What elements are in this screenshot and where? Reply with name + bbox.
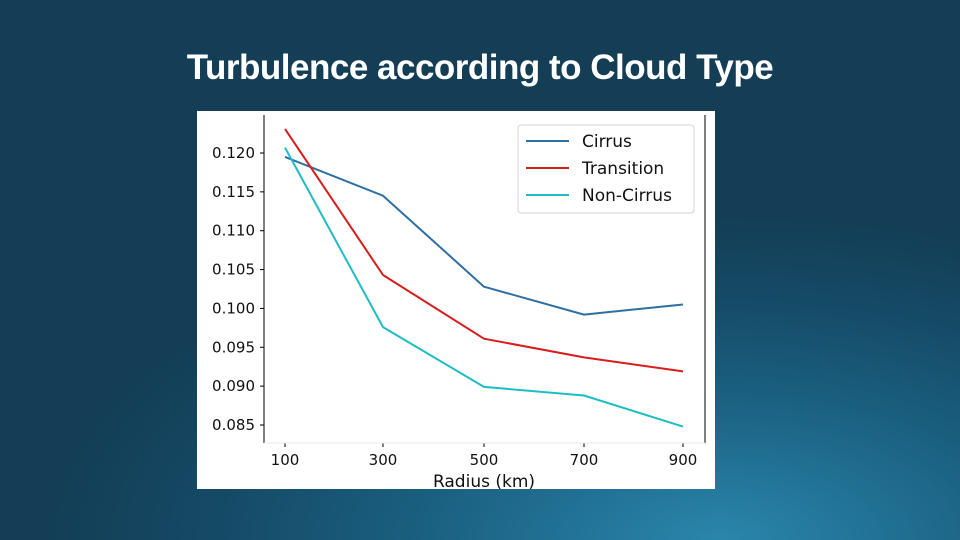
x-tick-label: 300: [369, 451, 398, 469]
y-tick-label: 0.095: [212, 338, 255, 356]
slide-title: Turbulence according to Cloud Type: [186, 48, 774, 87]
x-tick-label: 700: [570, 451, 599, 469]
legend: Cirrus Transition Non-Cirrus: [517, 124, 695, 214]
y-tick-label: 0.085: [212, 416, 255, 434]
line-chart: 0.085 0.090 0.095 0.100 0.105 0.110 0.115 0.120…: [197, 111, 715, 489]
y-tick-label: 0.120: [212, 144, 255, 162]
series-line-cirrus: [284, 155, 684, 316]
y-axis-ticks: 0.085 0.090 0.095 0.100 0.105 0.110 0.115 0.120: [212, 144, 264, 434]
y-tick-label: 0.110: [212, 222, 255, 240]
y-tick-label: 0.100: [212, 299, 255, 317]
y-tick-label: 0.090: [212, 377, 255, 395]
series-line-non-cirrus: [284, 147, 684, 428]
series-lines: [284, 128, 684, 428]
series-line-transition: [284, 128, 684, 373]
legend-label: Non-Cirrus: [582, 186, 672, 206]
x-tick-label: 500: [470, 451, 499, 469]
x-tick-label: 900: [669, 451, 698, 469]
y-tick-label: 0.115: [212, 183, 255, 201]
x-axis-label: Radius (km): [433, 472, 535, 489]
y-tick-label: 0.105: [212, 261, 255, 279]
legend-label: Transition: [581, 159, 664, 179]
legend-box: [517, 124, 695, 214]
x-tick-label: 100: [271, 451, 300, 469]
x-axis-ticks: 100 300 500 700 900: [271, 443, 698, 469]
legend-label: Cirrus: [582, 132, 632, 152]
chart-canvas: 0.085 0.090 0.095 0.100 0.105 0.110 0.115 0.120…: [212, 115, 706, 489]
